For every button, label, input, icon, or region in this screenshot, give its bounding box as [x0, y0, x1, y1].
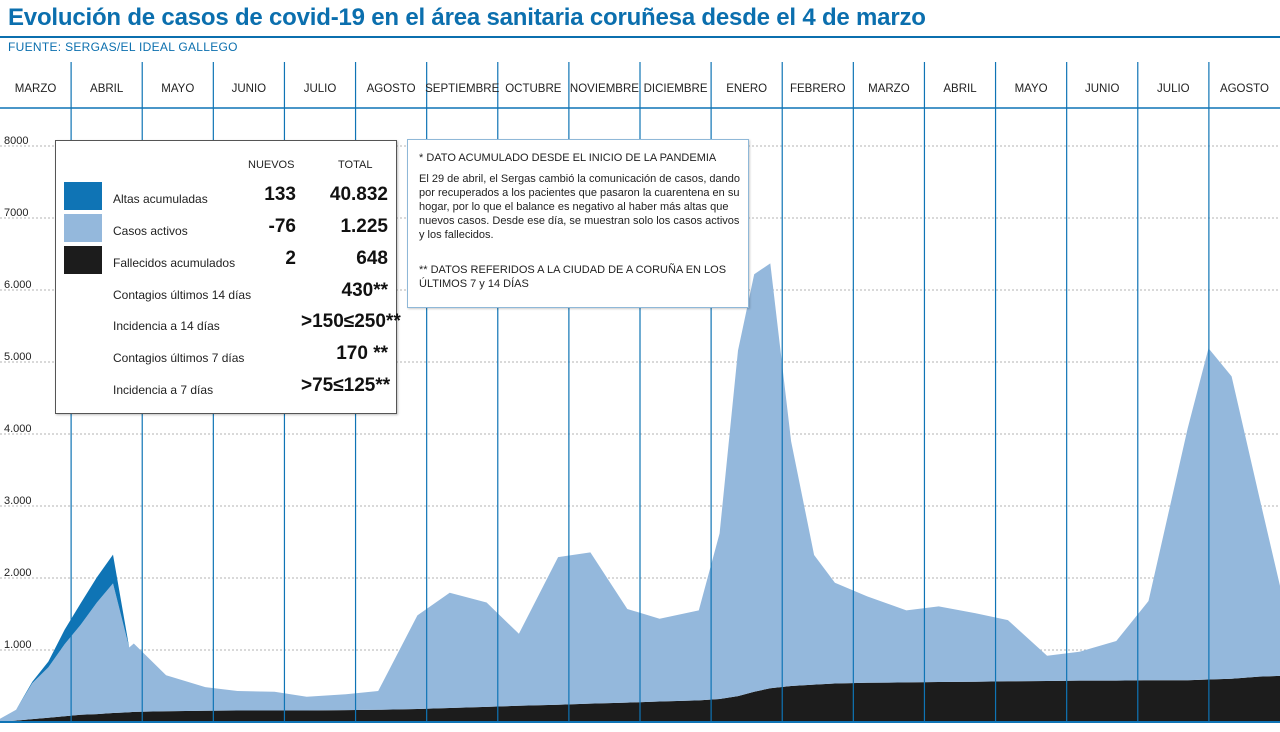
notes-panel: * DATO ACUMULADO DESDE EL INICIO DE LA P… — [407, 139, 749, 308]
legend-row-incidencia-7: Incidencia a 7 días >75≤125** — [56, 373, 396, 403]
month-label: MARZO — [868, 83, 910, 95]
legend-total-value: 40.832 — [329, 184, 388, 205]
swatch-fallecidos — [64, 246, 102, 274]
y-axis-ticks: 1.000 2.000 3.000 4.000 5.000 6.000 7000 8000 — [4, 135, 32, 651]
note-ciudad: ** DATOS REFERIDOS A LA CIUDAD DE A CORU… — [419, 264, 727, 290]
legend-total-value: 1.225 — [340, 216, 388, 237]
legend-label: Altas acumuladas — [113, 192, 208, 206]
legend-total-value: >150≤250** — [301, 311, 401, 332]
legend-row-incidencia-14: Incidencia a 14 días >150≤250** — [56, 309, 401, 339]
month-label: MAYO — [161, 83, 194, 95]
month-label: NOVIEMBRE — [570, 83, 639, 95]
month-labels: MARZO ABRIL MAYO JUNIO JULIO AGOSTO SEPTIEMBRE… — [15, 83, 1269, 95]
note-acumulado: * DATO ACUMULADO DESDE EL INICIO DE LA P… — [419, 152, 717, 164]
month-label: MARZO — [15, 83, 57, 95]
legend-header-new: NUEVOS — [248, 159, 295, 171]
month-label: JULIO — [304, 83, 337, 95]
legend-row-activos: Casos activos -76 1.225 — [56, 214, 396, 244]
legend-total-value: 430** — [341, 280, 389, 301]
legend-label: Casos activos — [113, 224, 188, 238]
month-label: ABRIL — [90, 83, 124, 95]
legend-label: Incidencia a 14 días — [113, 319, 220, 333]
month-label: MAYO — [1015, 83, 1048, 95]
legend-label: Contagios últimos 7 días — [113, 351, 245, 365]
area-fallecidos — [0, 675, 1280, 722]
month-label: SEPTIEMBRE — [425, 83, 499, 95]
y-tick-label: 1.000 — [4, 639, 32, 651]
y-tick-label: 3.000 — [4, 495, 32, 507]
month-label: ENERO — [726, 83, 767, 95]
legend-row-altas: Altas acumuladas 133 40.832 — [56, 182, 396, 212]
legend-total-value: >75≤125** — [301, 375, 391, 396]
chart-source: FUENTE: SERGAS/EL IDEAL GALLEGO — [8, 40, 238, 54]
swatch-altas — [64, 182, 102, 210]
y-tick-label: 2.000 — [4, 567, 32, 579]
legend-label: Fallecidos acumulados — [113, 256, 236, 270]
swatch-activos — [64, 214, 102, 242]
legend-panel: NUEVOS TOTAL Altas acumuladas 133 40.832… — [55, 140, 401, 414]
month-label: JUNIO — [232, 83, 267, 95]
legend-new-value: -76 — [268, 216, 296, 237]
legend-new-value: 133 — [264, 184, 296, 205]
legend-header-total: TOTAL — [338, 159, 373, 171]
legend-row-contagios-14: Contagios últimos 14 días 430** — [56, 278, 396, 308]
legend-label: Contagios últimos 14 días — [113, 288, 252, 302]
legend-label: Incidencia a 7 días — [113, 383, 214, 397]
month-label: FEBRERO — [790, 83, 846, 95]
month-label: JUNIO — [1085, 83, 1120, 95]
legend-total-value: 170 ** — [336, 343, 388, 364]
y-tick-label: 4.000 — [4, 423, 32, 435]
y-tick-label: 5.000 — [4, 351, 32, 363]
month-label: ABRIL — [943, 83, 977, 95]
legend-new-value: 2 — [285, 248, 296, 269]
month-label: OCTUBRE — [505, 83, 562, 95]
legend-row-contagios-7: Contagios últimos 7 días 170 ** — [56, 341, 396, 371]
y-tick-label: 7000 — [4, 207, 28, 219]
legend-row-fallecidos: Fallecidos acumulados 2 648 — [56, 246, 396, 276]
y-tick-label: 6.000 — [4, 279, 32, 291]
month-label: AGOSTO — [1220, 83, 1269, 95]
legend-total-value: 648 — [356, 248, 388, 269]
y-tick-label: 8000 — [4, 135, 28, 147]
month-label: JULIO — [1157, 83, 1190, 95]
chart-title: Evolución de casos de covid-19 en el áre… — [8, 4, 926, 31]
title-rule — [0, 36, 1280, 38]
month-label: DICIEMBRE — [644, 83, 708, 95]
month-label: AGOSTO — [367, 83, 416, 95]
note-cambio-comunicacion: El 29 de abril, el Sergas cambió la comu… — [419, 173, 741, 241]
